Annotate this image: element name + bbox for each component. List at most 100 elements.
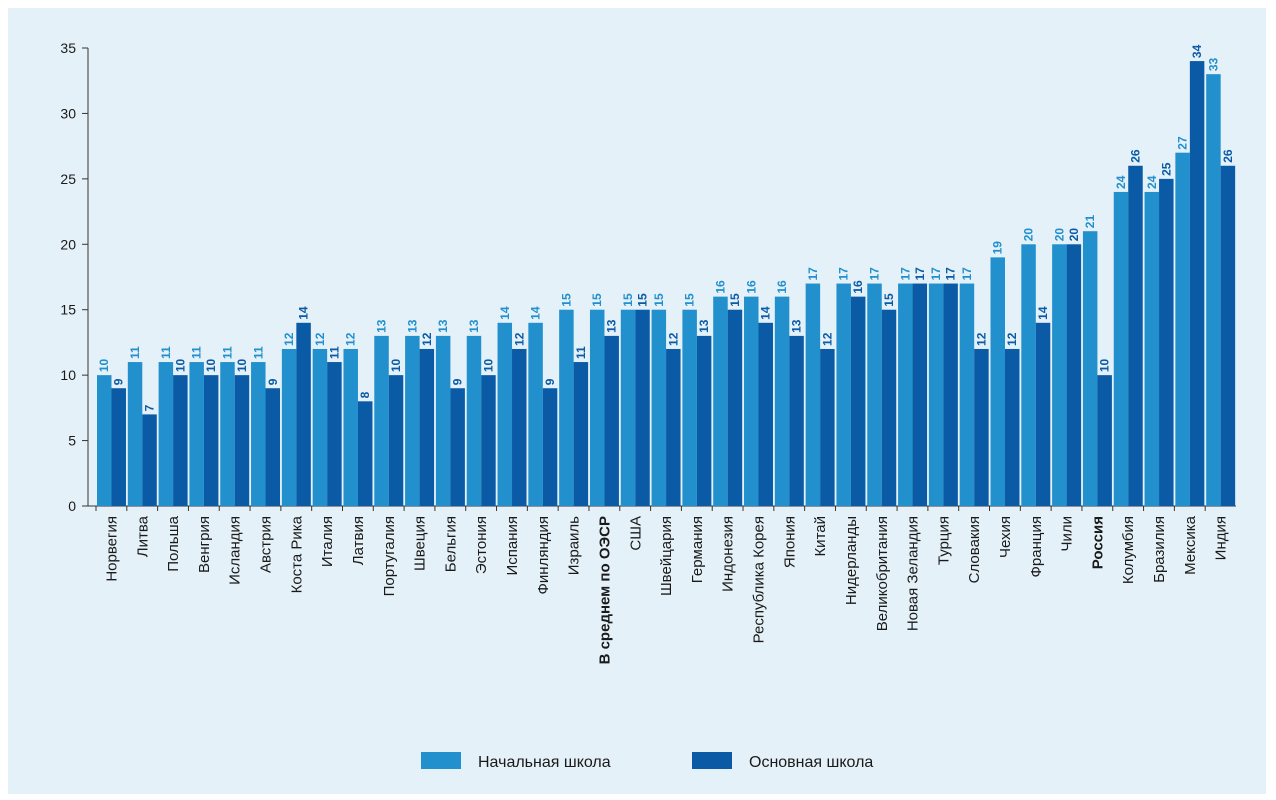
- data-label: 15: [882, 293, 896, 307]
- category-label: Словакия: [966, 516, 983, 583]
- bar-primary-school: [774, 296, 790, 506]
- y-tick-label: 10: [60, 367, 76, 383]
- bar-basic-school: [820, 348, 835, 506]
- bar-primary-school: [1113, 191, 1129, 506]
- bar-basic-school: [881, 309, 897, 506]
- y-tick-label: 15: [60, 302, 76, 318]
- bar-primary-school: [1144, 191, 1160, 506]
- bar-primary-school: [651, 309, 667, 506]
- data-label: 9: [451, 378, 465, 385]
- bar-basic-school: [450, 388, 465, 506]
- data-label: 10: [173, 358, 187, 372]
- bar-basic-school: [1220, 165, 1236, 506]
- data-label: 10: [97, 358, 111, 372]
- bar-basic-school: [758, 322, 773, 506]
- bar-primary-school: [713, 296, 728, 506]
- category-label: Бразилия: [1151, 516, 1168, 583]
- bar-primary-school: [990, 257, 1005, 506]
- data-label: 14: [498, 306, 512, 320]
- category-label: В среднем по ОЭСР: [596, 516, 613, 664]
- bar-basic-school: [357, 401, 373, 506]
- bar-primary-school: [744, 296, 759, 506]
- bar-basic-school: [666, 348, 681, 506]
- bar-primary-school: [343, 348, 358, 506]
- data-label: 17: [837, 267, 851, 281]
- legend-label: Начальная школа: [478, 754, 611, 771]
- bar-primary-school: [374, 335, 389, 506]
- category-label: Исландия: [227, 516, 244, 585]
- category-label: Великобритания: [874, 516, 891, 631]
- data-label: 24: [1145, 175, 1159, 189]
- data-label: 15: [621, 293, 635, 307]
- data-label: 10: [1098, 358, 1112, 372]
- data-label: 16: [775, 280, 789, 294]
- y-tick-label: 30: [60, 105, 76, 121]
- data-label: 16: [713, 280, 727, 294]
- category-label: Китай: [812, 516, 829, 557]
- category-label: Испания: [504, 516, 521, 576]
- category-label: США: [627, 516, 644, 551]
- category-label: Литва: [134, 515, 151, 557]
- category-label: Норвегия: [103, 516, 120, 582]
- y-tick-label: 20: [60, 236, 76, 252]
- data-label: 15: [683, 293, 697, 307]
- category-label: Мексика: [1182, 515, 1199, 575]
- data-label: 17: [944, 267, 958, 281]
- data-label: 12: [313, 332, 327, 346]
- bar-primary-school: [251, 362, 266, 506]
- bar-primary-school: [898, 283, 913, 506]
- category-label: Италия: [319, 516, 336, 567]
- bar-basic-school: [573, 362, 589, 506]
- category-label: Финляндия: [535, 516, 552, 594]
- data-label: 13: [605, 319, 619, 333]
- data-label: 24: [1114, 175, 1128, 189]
- bar-primary-school: [620, 309, 636, 506]
- data-label: 12: [512, 332, 526, 346]
- bar-primary-school: [497, 322, 513, 506]
- data-label: 12: [666, 332, 680, 346]
- y-tick-label: 5: [68, 433, 76, 449]
- data-label: 12: [344, 332, 358, 346]
- bar-primary-school: [220, 362, 235, 506]
- chart-frame: 0 5 10 15 20 25 30 35 10 9 Норвегия 11 7 Литва 11 10 По…: [8, 8, 1266, 794]
- bar-basic-school: [1189, 61, 1205, 506]
- data-label: 16: [744, 280, 758, 294]
- data-label: 20: [1067, 228, 1081, 242]
- bar-primary-school: [435, 335, 451, 506]
- bar-basic-school: [850, 296, 866, 506]
- data-label: 10: [235, 358, 249, 372]
- data-label: 21: [1083, 215, 1097, 229]
- category-label: Швеция: [412, 516, 429, 571]
- category-label: Бельгия: [442, 516, 459, 572]
- data-label: 17: [806, 267, 820, 281]
- bar-basic-school: [1128, 165, 1143, 506]
- bar-basic-school: [789, 335, 804, 506]
- data-label: 27: [1176, 136, 1190, 150]
- data-label: 25: [1159, 162, 1173, 176]
- bar-basic-school: [265, 388, 281, 506]
- data-label: 15: [636, 293, 650, 307]
- bar-primary-school: [528, 322, 543, 506]
- bar-basic-school: [327, 362, 342, 506]
- category-label: Республика Корея: [751, 516, 768, 643]
- data-label: 11: [327, 346, 341, 359]
- data-label: 9: [266, 378, 280, 385]
- category-label: Коста Рика: [288, 515, 305, 593]
- bar-primary-school: [928, 283, 944, 506]
- bar-basic-school: [696, 335, 712, 506]
- data-label: 14: [759, 306, 773, 320]
- legend-swatch: [421, 752, 461, 769]
- bar-basic-school: [542, 388, 558, 506]
- data-label: 11: [251, 346, 265, 359]
- category-label: Франция: [1028, 516, 1045, 577]
- bar-primary-school: [281, 348, 297, 506]
- data-label: 15: [590, 293, 604, 307]
- data-label: 12: [820, 332, 834, 346]
- bar-primary-school: [805, 283, 821, 506]
- bar-primary-school: [189, 362, 204, 506]
- data-label: 26: [1221, 149, 1235, 163]
- bar-basic-school: [1066, 244, 1082, 507]
- category-label: Венгрия: [196, 516, 213, 573]
- category-label: Чили: [1059, 516, 1076, 552]
